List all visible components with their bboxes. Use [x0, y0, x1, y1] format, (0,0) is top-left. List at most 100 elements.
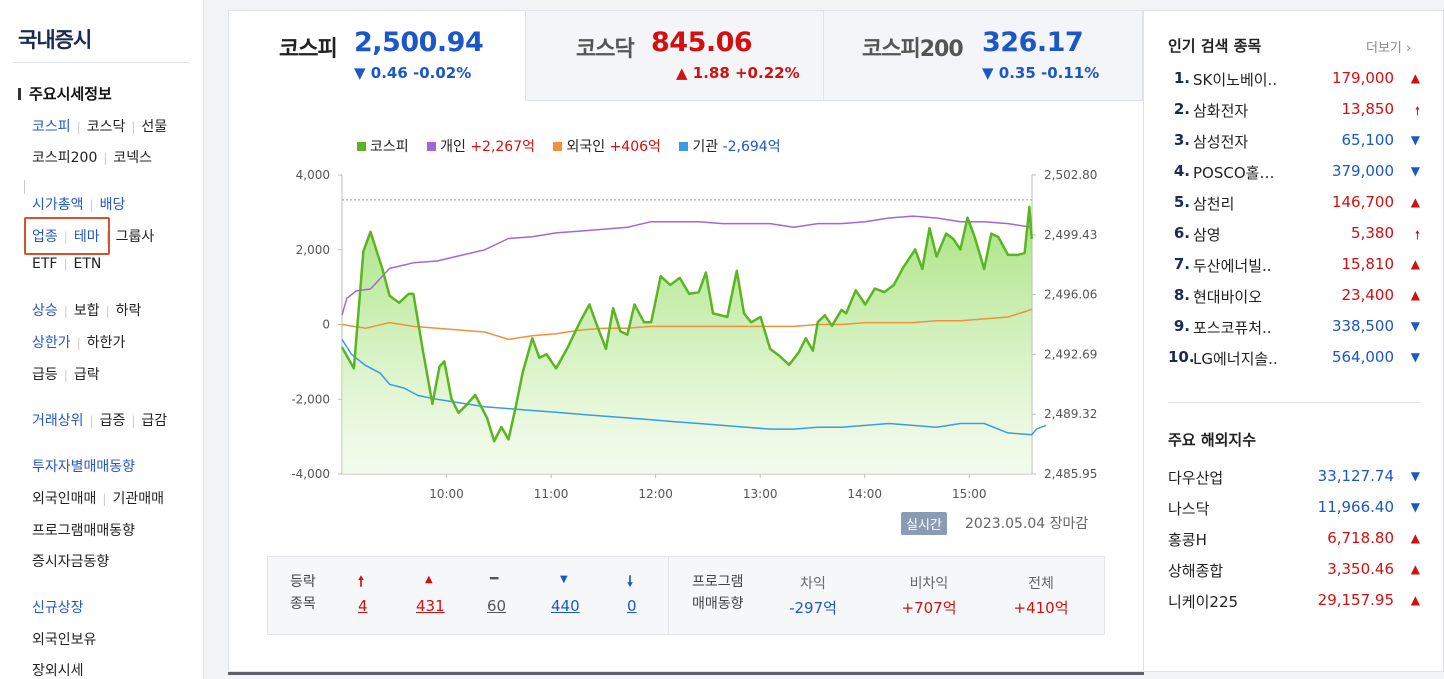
- legend-institution: 기관 -2,694억: [679, 139, 781, 155]
- stock-price: 146,700: [1331, 193, 1394, 211]
- up-count[interactable]: 431: [416, 597, 445, 615]
- sidebar-link[interactable]: 그룹사: [115, 229, 155, 245]
- upper-limit-icon: 🠕: [358, 574, 365, 590]
- popular-item[interactable]: 9. 포스코퓨처.. 338,500 ▼: [1168, 317, 1424, 348]
- stock-name: 현대바이오: [1193, 288, 1263, 306]
- sidebar-link[interactable]: 외국인매매: [32, 491, 97, 507]
- up-arrow-icon: ▲: [1410, 288, 1420, 302]
- stock-name: 삼영: [1193, 226, 1221, 244]
- sidebar-link[interactable]: 테마: [73, 229, 100, 245]
- popular-item[interactable]: 5. 삼천리 146,700 ▲: [1168, 193, 1424, 224]
- tab-kospi200[interactable]: 코스피200 326.17 ▼ 0.35 -0.11%: [824, 11, 1143, 101]
- main-panel: 코스피 2,500.94 ▼ 0.46 -0.02% 코스닥 845.06 ▲ …: [228, 10, 1444, 672]
- separator: |: [103, 151, 108, 165]
- sidebar-link[interactable]: 코스피200: [32, 150, 98, 166]
- tab-kospi[interactable]: 코스피 2,500.94 ▼ 0.46 -0.02%: [229, 11, 526, 101]
- sidebar-link[interactable]: 코스닥: [86, 119, 126, 135]
- kospi-area: [342, 206, 1032, 474]
- up-arrow-icon: 🠕: [1414, 228, 1420, 242]
- sidebar-link[interactable]: 거래상위: [32, 413, 84, 429]
- more-link[interactable]: 더보기 ›: [1366, 37, 1411, 56]
- sidebar-link[interactable]: 외국인보유: [32, 632, 97, 648]
- legend-swatch: [427, 142, 437, 151]
- index-name: 나스닥: [1168, 500, 1210, 518]
- sidebar-link[interactable]: 하한가: [86, 335, 126, 351]
- up-arrow-icon: ▲: [1410, 71, 1420, 85]
- separator: |: [76, 120, 81, 134]
- sidebar-link[interactable]: 급락: [73, 367, 100, 383]
- flat-icon: ━: [490, 571, 499, 587]
- x-tick-label: 14:00: [847, 487, 882, 501]
- popular-item[interactable]: 2. 삼화전자 13,850 🠕: [1168, 100, 1424, 131]
- down-count[interactable]: 440: [551, 597, 580, 615]
- lower-limit-icon: 🠗: [627, 574, 634, 590]
- stock-name: 삼성전자: [1193, 133, 1249, 151]
- sidebar-link[interactable]: 코스피: [32, 119, 71, 135]
- series-line-institution: [341, 338, 1047, 436]
- sidebar-link[interactable]: 배당: [99, 197, 126, 213]
- sidebar-nav-row: 신규상장: [32, 597, 84, 617]
- realtime-badge[interactable]: 실시간: [901, 512, 947, 535]
- sidebar-link[interactable]: 시가총액: [32, 197, 84, 213]
- tab-kosdaq-change: ▲ 1.88 +0.22%: [676, 64, 800, 82]
- market-stats-box: 등락 종목 🠕 4 ▲ 431 ━ 60 ▼ 440 🠗 0 프로그램 매매동향 차…: [267, 556, 1105, 635]
- sidebar-link[interactable]: ETF: [32, 256, 58, 272]
- up-arrow-icon: ▲: [1410, 562, 1420, 576]
- lower-limit-count[interactable]: 0: [627, 597, 637, 615]
- stock-name: 삼천리: [1193, 195, 1235, 213]
- popular-item[interactable]: 6. 삼영 5,380 🠕: [1168, 224, 1424, 255]
- popular-title: 인기 검색 종목: [1168, 37, 1262, 55]
- sidebar-link[interactable]: 급증: [99, 413, 126, 429]
- index-name: 홍콩H: [1168, 531, 1207, 549]
- legend-label: 코스피: [370, 139, 409, 155]
- series-line-foreign: [341, 308, 1032, 341]
- sidebar-link[interactable]: 하락: [115, 303, 142, 319]
- y-left-tick-label: 0: [322, 318, 330, 332]
- down-arrow-icon: ▼: [1410, 469, 1420, 483]
- sidebar-title: 국내증시: [18, 28, 92, 52]
- popular-item[interactable]: 4. POSCO홀… 379,000 ▼: [1168, 162, 1424, 193]
- flat-count[interactable]: 60: [487, 597, 507, 615]
- tab-kosdaq[interactable]: 코스닥 845.06 ▲ 1.88 +0.22%: [526, 11, 824, 101]
- sidebar-link[interactable]: 증시자금동향: [32, 554, 110, 570]
- divider: [668, 557, 669, 634]
- tab-kospi200-change: ▼ 0.35 -0.11%: [982, 64, 1100, 82]
- separator: |: [76, 336, 81, 350]
- y-left-tick-label: 2,000: [296, 243, 330, 257]
- x-tick-label: 15:00: [952, 487, 987, 501]
- sidebar-nav-row: 프로그램매매동향: [32, 520, 135, 540]
- popular-item[interactable]: 3. 삼성전자 65,100 ▼: [1168, 131, 1424, 162]
- y-right-tick-label: 2,492.69: [1044, 347, 1097, 361]
- stock-price: 379,000: [1331, 162, 1394, 180]
- y-right-tick-label: 2,489.32: [1044, 407, 1097, 421]
- tab-kospi-value: 2,500.94: [354, 27, 484, 58]
- sidebar-link[interactable]: 기관매매: [112, 491, 164, 507]
- popular-item[interactable]: 10. LG에너지솔.. 564,000 ▼: [1168, 348, 1424, 379]
- sidebar-link[interactable]: 코넥스: [113, 150, 153, 166]
- sidebar-link[interactable]: 급감: [141, 413, 168, 429]
- non-arbitrage-label: 비차익: [909, 576, 949, 592]
- sidebar-link[interactable]: 프로그램매매동향: [32, 523, 136, 539]
- sidebar-link[interactable]: 상승: [32, 303, 58, 319]
- popular-item[interactable]: 1. SK이노베이.. 179,000 ▲: [1168, 69, 1424, 100]
- sidebar-link[interactable]: 업종: [32, 229, 58, 245]
- up-arrow-icon: ▲: [1410, 593, 1420, 607]
- legend-value: -2,694억: [722, 139, 781, 155]
- sidebar-link[interactable]: 선물: [141, 119, 168, 135]
- upper-limit-count[interactable]: 4: [358, 597, 368, 615]
- legend-foreign: 외국인 +406억: [553, 139, 661, 155]
- market-close-date: 2023.05.04 장마감: [965, 516, 1089, 532]
- sidebar-link[interactable]: 투자자별매매동향: [32, 459, 136, 475]
- popular-item[interactable]: 7. 두산에너빌.. 15,810 ▲: [1168, 255, 1424, 286]
- stock-price: 65,100: [1341, 131, 1395, 149]
- section-label: 주요시세정보: [29, 85, 112, 103]
- popular-item[interactable]: 8. 현대바이오 23,400 ▲: [1168, 286, 1424, 317]
- sidebar-link[interactable]: 장외시세: [32, 663, 84, 679]
- sidebar-link[interactable]: 보합: [73, 303, 100, 319]
- sidebar-link[interactable]: 신규상장: [32, 600, 84, 616]
- sidebar-link[interactable]: ETN: [73, 256, 102, 272]
- sidebar-link[interactable]: 상한가: [32, 335, 71, 351]
- y-left-tick-label: -2,000: [291, 392, 330, 406]
- stock-name: SK이노베이..: [1193, 71, 1278, 89]
- sidebar-link[interactable]: 급등: [32, 367, 58, 383]
